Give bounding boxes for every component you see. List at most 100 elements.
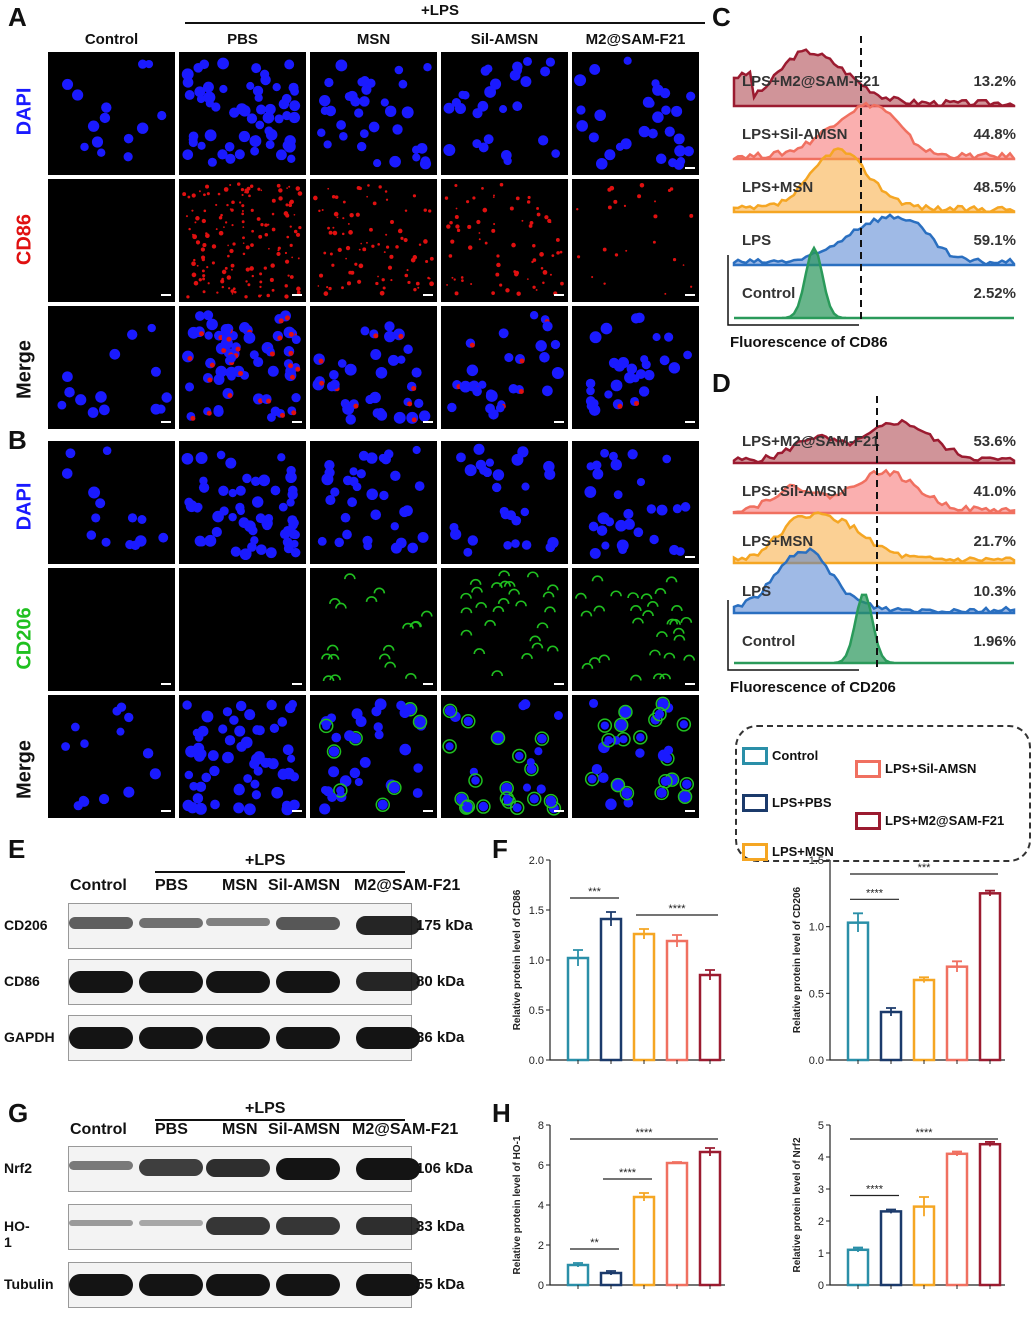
blot-g-kda-1: 33 kDa (416, 1218, 465, 1235)
bar-1-sig-label-0: **** (866, 887, 884, 899)
legend-label-lps-sil-amsn: LPS+Sil-AMSN (885, 761, 977, 776)
flow-c-histogram-3 (732, 213, 1016, 267)
blot-g-kda-0: 106 kDa (416, 1160, 473, 1177)
legend-label-lps-pbs: LPS+PBS (772, 795, 832, 810)
bar-0-bar-2 (632, 932, 656, 1062)
flow-c-percent-0: 13.2% (973, 73, 1016, 90)
blot-e-band-name-2: GAPDH (4, 1029, 55, 1045)
blot-g-band-2-lane-4 (356, 1274, 420, 1296)
blot-g-band-name-1: HO-1 (4, 1218, 30, 1250)
micrograph-a-merge86-1 (179, 306, 306, 429)
blot-g-band-2-lane-1 (139, 1274, 203, 1296)
flow-c-percent-3: 59.1% (973, 232, 1016, 249)
bar-2-ytick-label-4: 8 (538, 1120, 544, 1132)
row-label-a-cd86: CD86 (13, 213, 36, 266)
flow-d-sample-label-4: Control (742, 633, 795, 650)
panel-label-a: A (8, 2, 27, 32)
bar-2-errorbar-3 (672, 1161, 682, 1164)
flow-d-ylabel: Counts (724, 609, 726, 661)
bar-1-ytick-label-3: 1.5 (809, 855, 824, 867)
bar-chart-cd86: 0.0 0.5 1.0 1.5 2.0 Relative protein level of… (512, 855, 725, 1067)
bar-0-errorbar-3 (672, 934, 682, 947)
micrograph-grid (48, 52, 700, 834)
flow-d-percent-2: 21.7% (973, 533, 1016, 550)
blot-e-band-1-lane-0 (69, 971, 133, 993)
flow-c-histogram-2 (732, 147, 1016, 214)
flow-d-percent-4: 1.96% (973, 633, 1016, 650)
column-header-msn: MSN (356, 31, 391, 48)
panel-label-c: C (712, 2, 731, 32)
blot-e-lane-m2-sam-f21: M2@SAM-F21 (354, 877, 461, 894)
blot-g-band-0-lane-2 (206, 1158, 270, 1178)
flow-c-percent-2: 48.5% (973, 179, 1016, 196)
bar-3-ytick-label-5: 5 (818, 1120, 824, 1132)
micrograph-a-merge86-2 (310, 306, 437, 429)
blot-g-band-0-lane-4 (356, 1158, 420, 1180)
bar-2-errorbar-1 (606, 1270, 616, 1275)
blot-g-band-strip-0 (68, 1146, 420, 1192)
micrograph-b-dapi-3 (441, 441, 568, 564)
legend-swatch-lps-m2-sam-f21 (855, 812, 881, 830)
blot-e-band-0-lane-0 (69, 917, 133, 930)
blot-e-kda-2: 36 kDa (416, 1029, 465, 1046)
flow-c-sample-label-1: LPS+Sil-AMSN (742, 126, 847, 143)
flow-c-histogram-4 (734, 245, 1014, 320)
blot-g-band-2-lane-2 (206, 1274, 270, 1296)
flow-c-percent-1: 44.8% (973, 126, 1016, 143)
bar-0-ylabel: Relative protein level of CD86 (512, 889, 523, 1030)
micrograph-b-cd206-2 (310, 568, 437, 691)
row-label-b-dapi: DAPI (13, 482, 36, 531)
bar-1-errorbar-4 (985, 889, 995, 896)
micrograph-b-dapi-1 (179, 441, 306, 564)
bar-2-bar-4 (698, 1150, 722, 1287)
micrograph-a-merge86-3 (441, 306, 568, 429)
bar-2-sig-label-1: **** (619, 1167, 637, 1179)
blot-g-band-0-lane-0 (69, 1161, 133, 1170)
blot-g-band-name-2: Tubulin (4, 1276, 54, 1292)
blot-e-band-1-lane-4 (356, 971, 420, 992)
blot-e-band-2-lane-0 (69, 1027, 133, 1049)
blot-e-band-strip-1 (68, 959, 420, 1005)
flow-c-ylabel: Counts (724, 264, 726, 316)
bar-2-ylabel: Relative protein level of HO-1 (512, 1135, 523, 1274)
bar-3-ylabel: Relative protein level of Nrf2 (792, 1137, 803, 1272)
flow-d-sample-label-2: LPS+MSN (742, 533, 813, 550)
bar-3-sig-label-1: **** (915, 1127, 933, 1139)
bar-chart-cd206: 0.0 0.5 1.0 1.5 Relative protein level of CD… (792, 855, 1005, 1067)
flow-c-histogram-0 (732, 48, 1016, 108)
blot-e-band-1-lane-1 (139, 971, 203, 993)
bar-1-sig-label-1: *** (918, 862, 932, 874)
flow-c-sample-label-4: Control (742, 285, 795, 302)
bar-3-bar-2 (912, 1205, 936, 1287)
blot-e-lps-header: +LPS (245, 852, 286, 869)
column-header-m2-sam-f21: M2@SAM-F21 (585, 31, 686, 48)
panel-label-b: B (8, 425, 27, 455)
blot-e-band-0-lane-2 (206, 918, 270, 926)
flow-d-xlabel: Fluorescence of CD206 (730, 679, 896, 696)
blot-e-band-1-lane-3 (276, 971, 340, 993)
flow-d-sample-label-3: LPS (742, 583, 771, 600)
flow-d-histogram-3 (732, 547, 1016, 615)
flow-c-percent-4: 2.52% (973, 285, 1016, 302)
blot-e-band-name-0: CD206 (4, 917, 48, 933)
micrograph-b-cd206-0 (48, 568, 175, 691)
legend-swatch-lps-pbs (742, 794, 768, 812)
bar-0-ytick-label-4: 2.0 (529, 855, 544, 867)
flow-d-percent-3: 10.3% (973, 583, 1016, 600)
bar-2-sig-label-2: **** (635, 1127, 653, 1139)
flow-c-sample-label-0: LPS+M2@SAM-F21 (742, 73, 880, 90)
blot-g-band-0-lane-1 (139, 1159, 203, 1176)
blot-e-band-strip-2 (68, 1015, 420, 1061)
blot-e-band-0-lane-1 (139, 917, 203, 928)
micrograph-a-dapi-0 (48, 52, 175, 175)
blot-e-kda-0: 175 kDa (416, 917, 473, 934)
bar-3-bar-4 (978, 1142, 1002, 1287)
bar-3-bar-3 (945, 1152, 969, 1287)
bar-3-ytick-label-3: 3 (818, 1184, 824, 1196)
legend-swatch-lps-sil-amsn (855, 760, 881, 778)
panel-label-f: F (492, 834, 508, 864)
blot-g-lane-msn: MSN (222, 1121, 258, 1138)
bar-0-errorbar-1 (606, 911, 616, 926)
flow-d-sample-label-0: LPS+M2@SAM-F21 (742, 433, 880, 450)
